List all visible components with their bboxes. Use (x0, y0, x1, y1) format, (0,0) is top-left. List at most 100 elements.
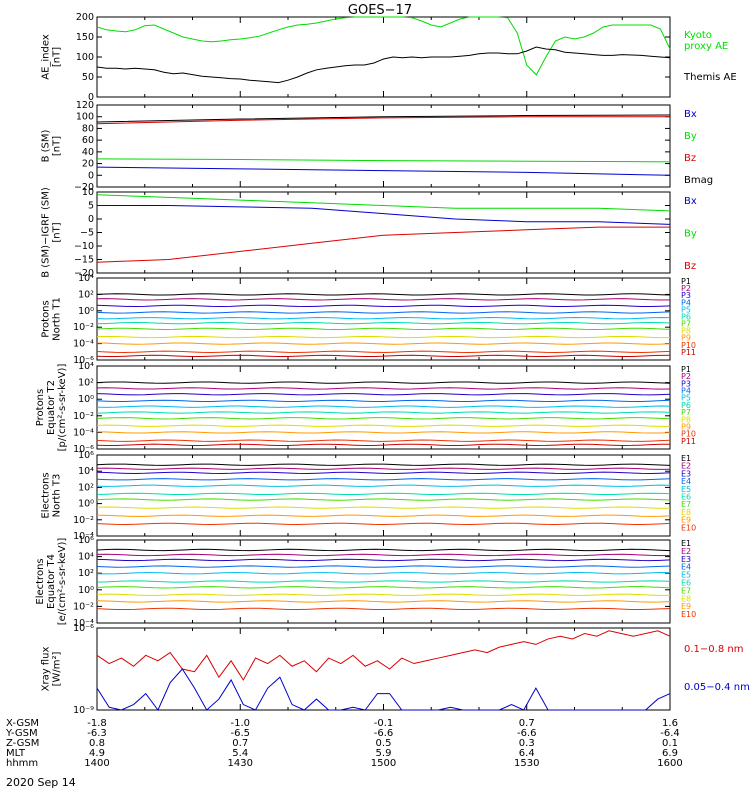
y-axis-label: [nT] (52, 47, 63, 67)
channel-line (96, 463, 671, 466)
footer-value: -1.8 (87, 718, 107, 729)
series-line (96, 226, 670, 263)
y-tick-label: 10⁻⁴ (73, 339, 94, 350)
channel-line (96, 411, 671, 414)
y-axis-label: B (SM)−IGRF (SM) (41, 187, 52, 278)
channel-line (96, 393, 671, 396)
y-axis-label: [e/(cm²-s-sr-keV)] (57, 538, 68, 626)
y-tick-label: 150 (76, 32, 94, 43)
date-label: 2020 Sep 14 (6, 776, 76, 789)
y-tick-label: 10⁻² (73, 322, 94, 333)
legend-label: Kyoto (684, 30, 712, 41)
legend-label: E10 (681, 523, 696, 532)
y-tick-label: −5 (80, 228, 94, 239)
channel-line (96, 321, 671, 325)
y-tick-label: 10⁴ (78, 361, 94, 372)
legend-label: E3 (681, 555, 691, 564)
panel-6: Electrons North T310⁶10⁴10²10⁰10⁻²10⁻⁴E1E… (41, 450, 697, 542)
y-tick-label: 20 (82, 159, 94, 170)
legend-label: 0.1−0.8 nm (684, 644, 743, 655)
legend-label: P3 (681, 291, 691, 300)
footer-value: -6.3 (87, 728, 107, 739)
legend-label: E8 (681, 594, 691, 603)
footer-row-label: X-GSM (6, 718, 39, 729)
y-tick-label: 0 (88, 170, 94, 181)
legend-label: proxy AE (684, 41, 728, 52)
footer-value: 0.3 (519, 738, 535, 749)
y-tick-label: 10⁰ (78, 394, 94, 405)
legend-label: E2 (681, 547, 691, 556)
y-tick-label: 0 (88, 92, 94, 103)
series-line (97, 205, 671, 225)
channel-line (96, 586, 671, 589)
channel-line (96, 522, 671, 525)
y-tick-label: 10⁻² (73, 411, 94, 422)
y-tick-label: 5 (88, 201, 94, 212)
y-tick-label: 10⁶ (78, 450, 94, 461)
y-tick-label: 10⁻⁴ (73, 427, 94, 438)
y-tick-label: 10⁰ (78, 306, 94, 317)
y-axis-label: North T3 (52, 474, 63, 518)
channel-line (96, 593, 671, 596)
y-axis-label: Protons (35, 389, 46, 426)
legend-label: E2 (681, 462, 691, 471)
legend-label: Themis AE (683, 72, 737, 83)
footer-value: 1500 (371, 758, 396, 769)
legend-label: E5 (681, 485, 691, 494)
y-tick-label: 10⁻⁴ (73, 531, 94, 542)
legend-label: P10 (681, 341, 696, 350)
legend-label: E1 (681, 539, 691, 548)
y-tick-label: 10⁴ (78, 552, 94, 563)
footer-value: -6.4 (660, 728, 680, 739)
legend-label: By (684, 229, 697, 240)
y-tick-label: 10⁻⁶ (73, 355, 94, 366)
legend-label: P9 (681, 422, 691, 431)
y-tick-label: 10² (78, 568, 94, 579)
y-axis-label: Electrons (35, 558, 46, 604)
y-axis-label: Xray flux (41, 647, 52, 692)
y-tick-label: 100 (76, 52, 94, 63)
legend-label: P8 (681, 415, 691, 424)
y-tick-label: 10⁴ (78, 273, 94, 284)
channel-line (96, 293, 671, 296)
legend-label: P6 (681, 312, 691, 321)
footer-row-label: Z-GSM (6, 738, 39, 749)
legend-label: E4 (681, 477, 691, 486)
series-line (96, 158, 671, 163)
channel-line (96, 342, 671, 345)
footer-value: -1.0 (230, 718, 250, 729)
y-tick-label: 10⁰ (78, 585, 94, 596)
y-axis-label: Equator T2 (46, 380, 57, 435)
channel-line (96, 607, 671, 611)
legend-label: E7 (681, 586, 691, 595)
channel-line (96, 467, 671, 470)
footer-value: 6.4 (519, 748, 535, 759)
legend-label: E1 (681, 454, 691, 463)
legend-label: P1 (681, 365, 691, 374)
footer-value: -6.5 (230, 728, 250, 739)
channel-line (96, 471, 671, 474)
y-tick-label: 10⁻² (73, 515, 94, 526)
legend-label: E9 (681, 602, 691, 611)
legend-label: E9 (681, 516, 691, 525)
footer-value: 1530 (514, 758, 539, 769)
channel-line (96, 478, 671, 481)
legend-label: P7 (681, 408, 691, 417)
panel-frame (96, 16, 671, 98)
legend-label: P10 (681, 430, 696, 439)
legend-label: P1 (681, 277, 691, 286)
footer-value: 0.8 (89, 738, 105, 749)
y-tick-label: 10⁻⁶ (73, 623, 94, 634)
legend-label: Bmag (684, 175, 713, 186)
y-axis-label: AE_index (41, 34, 52, 80)
channel-line (96, 558, 671, 562)
series-line (96, 630, 671, 681)
channel-line (96, 514, 671, 517)
y-tick-label: 10⁶ (78, 535, 94, 546)
y-axis-label: Equator T4 (46, 554, 57, 609)
footer-value: 1400 (84, 758, 109, 769)
channel-line (96, 335, 671, 339)
y-tick-label: 10² (78, 378, 94, 389)
legend-label: 0.05−0.4 nm (684, 682, 750, 693)
